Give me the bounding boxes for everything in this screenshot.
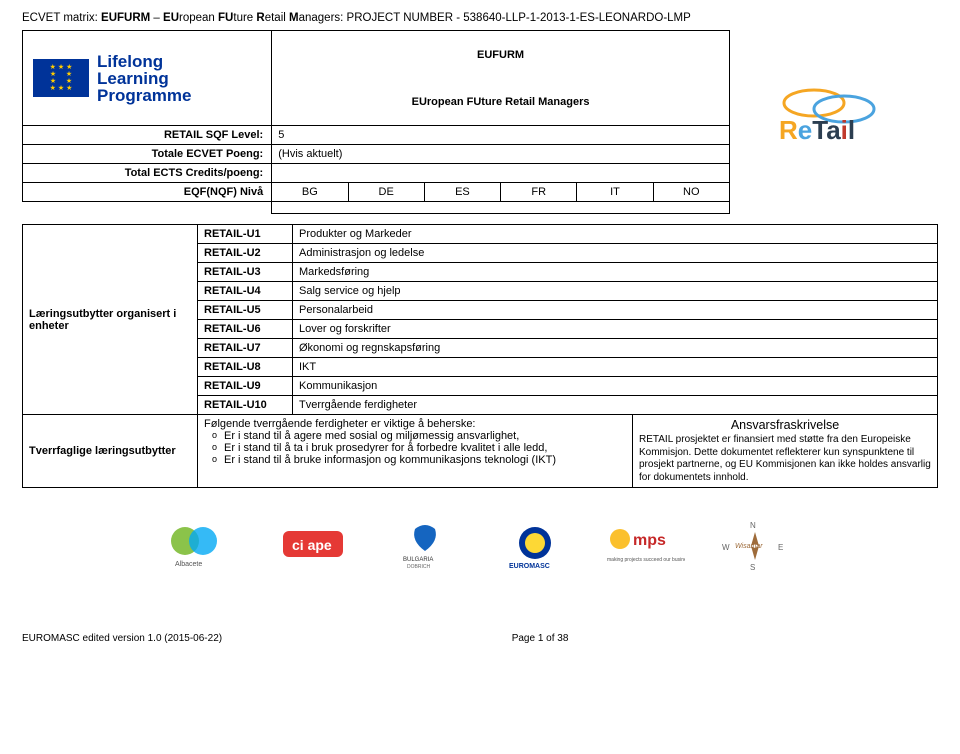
svg-text:E: E [778, 543, 783, 552]
retail-logo-icon: ReTail [736, 81, 932, 151]
disclaimer-body: RETAIL prosjektet er finansiert med støt… [639, 434, 931, 484]
disclaimer-title: Ansvarsfraskrivelse [639, 418, 931, 432]
ects-value [272, 164, 730, 183]
footer-logos: Albacete ci ape BULGARIADOBRICH EUROMASC… [22, 518, 938, 573]
unit-desc: Produkter og Markeder [293, 225, 938, 244]
unit-desc: Markedsføring [293, 263, 938, 282]
eqf-col: ES [424, 183, 500, 202]
tverr-body: Følgende tverrgående ferdigheter er vikt… [198, 415, 633, 488]
svg-text:ci ape: ci ape [292, 537, 332, 553]
eqf-col: FR [501, 183, 577, 202]
partner-logo-ciape: ci ape [275, 518, 355, 573]
svg-text:Wisamar: Wisamar [735, 543, 763, 550]
eqf-label: EQF(NQF) Nivå [23, 183, 272, 202]
svg-text:making projects succeed our bu: making projects succeed our business [607, 557, 685, 563]
retail-logo-cell: ReTail [729, 31, 938, 202]
main-table: Læringsutbytter organisert i enheter RET… [22, 224, 938, 488]
llp-text: Lifelong Learning Programme [97, 53, 191, 104]
ects-label: Total ECTS Credits/poeng: [23, 164, 272, 183]
lo-label: Læringsutbytter organisert i enheter [23, 225, 198, 415]
svg-text:EUROMASC: EUROMASC [509, 563, 550, 570]
partner-logo-ceei: Albacete [165, 518, 245, 573]
svg-text:S: S [750, 563, 755, 572]
svg-text:DOBRICH: DOBRICH [407, 564, 430, 570]
ecvet-label: Totale ECVET Poeng: [23, 145, 272, 164]
partner-logo-bulgaria: BULGARIADOBRICH [385, 518, 465, 573]
unit-code: RETAIL-U1 [198, 225, 293, 244]
unit-desc: Salg service og hjelp [293, 282, 938, 301]
unit-desc: Tverrgående ferdigheter [293, 396, 938, 415]
svg-text:BULGARIA: BULGARIA [403, 557, 433, 563]
eqf-col: DE [348, 183, 424, 202]
svg-text:W: W [722, 543, 730, 552]
svg-text:Albacete: Albacete [175, 561, 202, 568]
sqf-value: 5 [272, 126, 730, 145]
unit-desc: Personalarbeid [293, 301, 938, 320]
sqf-label: RETAIL SQF Level: [23, 126, 272, 145]
svg-text:N: N [750, 521, 756, 530]
eufurm-title: EUFURM [272, 31, 730, 79]
unit-code: RETAIL-U3 [198, 263, 293, 282]
unit-code: RETAIL-U7 [198, 339, 293, 358]
unit-code: RETAIL-U8 [198, 358, 293, 377]
page-footer: EUROMASC edited version 1.0 (2015-06-22)… [22, 633, 938, 644]
llp-logo-cell: ★ ★ ★★ ★★ ★★ ★ ★ Lifelong Learning Progr… [23, 31, 272, 126]
tverr-item: Er i stand til å agere med sosial og mil… [212, 430, 626, 442]
svg-text:ReTail: ReTail [779, 115, 855, 145]
top-info-table: ★ ★ ★★ ★★ ★★ ★ ★ Lifelong Learning Progr… [22, 30, 938, 214]
unit-desc: Økonomi og regnskapsføring [293, 339, 938, 358]
eu-flag-icon: ★ ★ ★★ ★★ ★★ ★ ★ [33, 59, 89, 97]
partner-logo-euromasc: EUROMASC [495, 518, 575, 573]
eqf-col: BG [272, 183, 348, 202]
tverr-item: Er i stand til å ta i bruk prosedyrer fo… [212, 442, 626, 454]
unit-code: RETAIL-U4 [198, 282, 293, 301]
disclaimer-cell: Ansvarsfraskrivelse RETAIL prosjektet er… [633, 415, 938, 488]
tverr-label: Tverrfaglige læringsutbytter [23, 415, 198, 488]
hdr-plain: ECVET matrix: [22, 12, 101, 24]
unit-code: RETAIL-U10 [198, 396, 293, 415]
eqf-col: NO [653, 183, 729, 202]
unit-code: RETAIL-U9 [198, 377, 293, 396]
unit-code: RETAIL-U6 [198, 320, 293, 339]
hdr-b1: EUFURM [101, 12, 150, 24]
unit-code: RETAIL-U5 [198, 301, 293, 320]
unit-desc: Administrasjon og ledelse [293, 244, 938, 263]
unit-desc: Lover og forskrifter [293, 320, 938, 339]
tverr-item: Er i stand til å bruke informasjon og ko… [212, 454, 626, 466]
unit-desc: IKT [293, 358, 938, 377]
document-header: ECVET matrix: EUFURM – EUropean FUture R… [22, 12, 938, 24]
unit-code: RETAIL-U2 [198, 244, 293, 263]
tverr-intro: Følgende tverrgående ferdigheter er vikt… [204, 418, 626, 430]
footer-page: Page 1 of 38 [512, 633, 569, 644]
eqf-col: IT [577, 183, 653, 202]
svg-text:mps: mps [633, 532, 666, 549]
partner-logo-wisamar: N S W E Wisamar [715, 518, 795, 573]
unit-desc: Kommunikasjon [293, 377, 938, 396]
footer-version: EUROMASC edited version 1.0 (2015-06-22) [22, 633, 222, 644]
ecvet-value: (Hvis aktuelt) [272, 145, 730, 164]
eufurm-subtitle: EUropean FUture Retail Managers [272, 78, 730, 126]
partner-logo-mps: mps making projects succeed our business [605, 518, 685, 573]
